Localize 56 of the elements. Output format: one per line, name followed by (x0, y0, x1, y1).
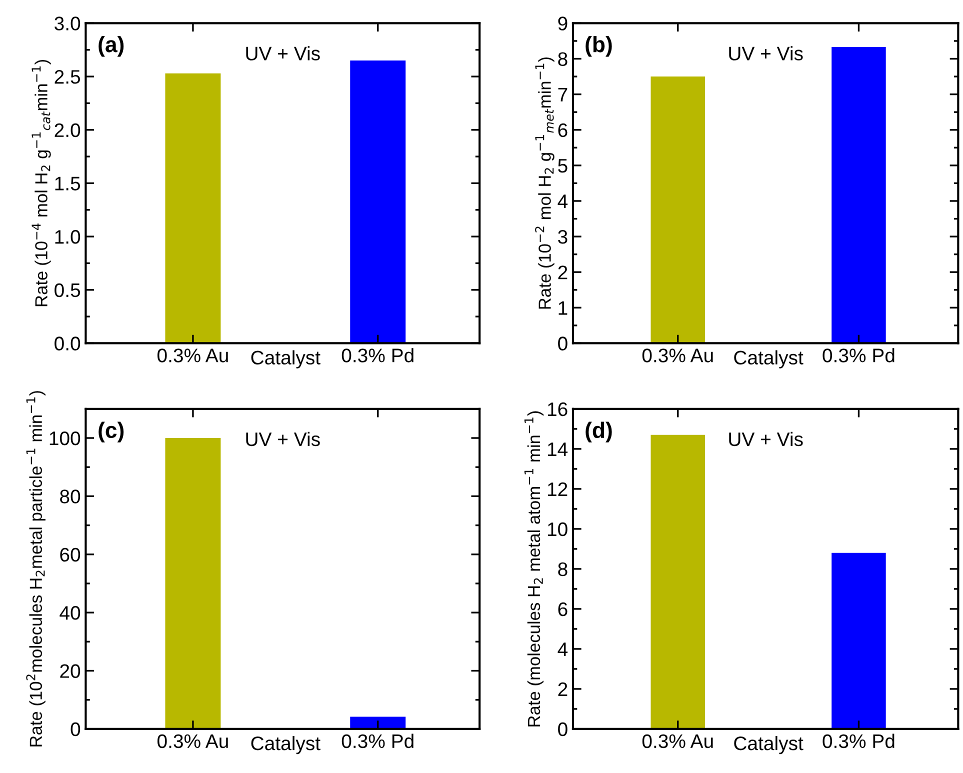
x-axis-title: Catalyst (734, 350, 804, 368)
y-tick-label: 3.0 (54, 16, 80, 30)
y-tick-label: 8 (558, 52, 568, 66)
y-tick-label: 4 (558, 194, 568, 208)
annotation: UV + Vis (246, 46, 320, 60)
y-tick-label: 16 (548, 402, 568, 416)
x-tick-label: 0.3% Pd (822, 734, 894, 748)
y-axis-title: Rate (molecules H$_{2}$ metal atom$^{−1}$ min$^{−1}$) (524, 411, 544, 726)
y-tick-label: 0.5 (54, 283, 80, 298)
y-tick-label: 9 (558, 16, 568, 30)
text: (c) (98, 422, 124, 442)
y-tick-label: 60 (60, 548, 80, 562)
y-tick-label: 6 (558, 602, 568, 616)
y-tick-label: 6 (558, 123, 568, 138)
text: (a) (98, 36, 124, 57)
y-tick-label: 2.5 (54, 70, 80, 84)
x-tick-label: 0.3% Au (158, 348, 228, 362)
x-tick-label: 0.3% Au (642, 348, 713, 362)
annotation: UV + Vis (729, 432, 803, 446)
x-tick-label: 0.3% Pd (822, 348, 894, 362)
y-tick-label: 4 (558, 642, 568, 656)
annotation: UV + Vis (246, 432, 320, 446)
y-tick-label: 2.0 (54, 123, 80, 138)
text: Rate (10$^{−4}$ mol H$_{2}$ g$^{−1}$$_{cat}$min$^{−1}$) (32, 60, 51, 306)
text: Rate (10$^{−2}$ mol H$_{2}$ g$^{−1}$$_{met}$min$^{−1}$) (535, 57, 554, 309)
y-tick-label: 1.0 (55, 230, 80, 244)
y-tick-label: 2 (558, 682, 568, 696)
x-tick-label: 0.3% Pd (342, 348, 414, 362)
x-tick-label: 0.3% Au (642, 734, 713, 748)
annotation: UV + Vis (729, 46, 803, 60)
y-tick-label: 1.5 (55, 176, 80, 190)
text: (d) (586, 422, 612, 442)
y-tick-label: 80 (60, 490, 80, 504)
y-tick-label: 0 (558, 722, 568, 736)
x-axis-title: Catalyst (251, 736, 320, 754)
x-tick-label: 0.3% Au (158, 734, 228, 748)
text: Rate (10$^{2}$molecules H$_{2}$metal particle$^{−1}$ min$^{−1}$) (26, 391, 46, 746)
x-axis-title: Catalyst (734, 736, 804, 754)
y-tick-label: 0.0 (54, 336, 80, 350)
y-tick-label: 1 (558, 301, 568, 315)
x-axis-title: Catalyst (251, 350, 320, 368)
y-tick-label: 0 (70, 722, 80, 736)
x-tick-label: 0.3% Pd (342, 734, 414, 748)
y-tick-label: 14 (548, 442, 568, 456)
y-tick-label: 10 (548, 522, 568, 536)
y-tick-label: 8 (558, 562, 568, 576)
y-tick-label: 20 (60, 664, 80, 678)
text: (b) (586, 36, 612, 57)
y-tick-label: 7 (558, 88, 568, 102)
y-tick-label: 100 (50, 431, 80, 446)
y-tick-label: 2 (558, 266, 568, 280)
y-tick-label: 3 (558, 230, 568, 244)
y-tick-label: 0 (558, 336, 568, 350)
y-tick-label: 12 (548, 482, 568, 496)
y-tick-label: 5 (558, 159, 568, 173)
y-tick-label: 40 (60, 606, 80, 620)
